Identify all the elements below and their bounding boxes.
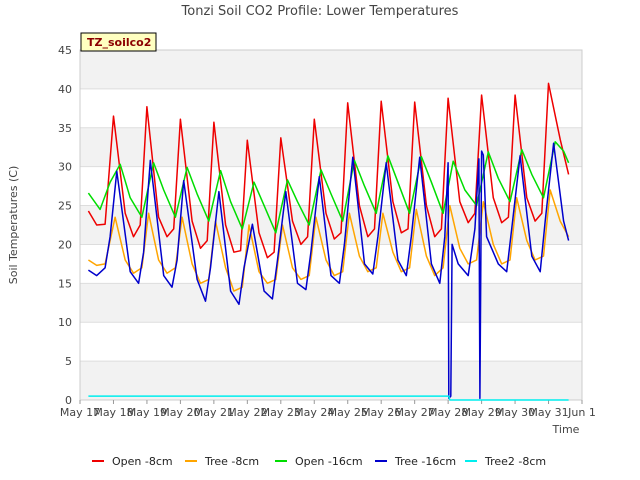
plot-band: [80, 50, 582, 89]
y-axis-title: Soil Temperatures (C): [7, 166, 20, 285]
y-tick-label: 15: [58, 277, 72, 290]
series-line-tree2-8cm: [88, 395, 569, 401]
x-tick-label: May 24: [294, 406, 334, 419]
y-tick-label: 10: [58, 316, 72, 329]
legend-label-tree2-8cm: Tree2 -8cm: [484, 455, 546, 468]
y-tick-label: 35: [58, 122, 72, 135]
series-layer: [87, 82, 570, 401]
series-line-open-8cm: [87, 82, 570, 259]
legend-label-open-16cm: Open -16cm: [295, 455, 363, 468]
y-tick-label: 5: [65, 355, 72, 368]
x-tick-label: May 26: [361, 406, 401, 419]
site-badge: TZ_soilco2: [80, 32, 157, 52]
y-axis-ticks: 0 5 10 15 20 25 30 35 40 45: [58, 44, 72, 407]
y-tick-label: 0: [65, 394, 72, 407]
y-tick-label: 45: [58, 44, 72, 57]
series-line-open-16cm: [87, 141, 570, 234]
legend: Open -8cm Tree -8cm Open -16cm Tree -16cm Tr…: [92, 455, 546, 468]
x-tick-label: May 20: [160, 406, 200, 419]
legend-label-tree-8cm: Tree -8cm: [204, 455, 259, 468]
x-tick-label: Jun 1: [567, 406, 596, 419]
plot-band: [80, 127, 582, 167]
x-tick-label: May 19: [127, 406, 167, 419]
plot-frame: [79, 49, 583, 401]
plot-band: [80, 205, 582, 245]
x-tick-label: May 31: [528, 406, 568, 419]
y-tick-label: 20: [58, 238, 72, 251]
chart-title: Tonzi Soil CO2 Profile: Lower Temperatur…: [181, 4, 459, 19]
x-axis-title: Time: [552, 423, 580, 436]
series-line-tree-16cm: [87, 142, 570, 400]
plot-band: [80, 283, 582, 323]
x-tick-label: May 30: [495, 406, 535, 419]
x-tick-label: May 23: [261, 406, 301, 419]
x-tick-label: May 29: [461, 406, 501, 419]
plot-band: [80, 361, 582, 400]
legend-label-open-8cm: Open -8cm: [112, 455, 173, 468]
x-tick-label: May 28: [428, 406, 468, 419]
y-tick-label: 25: [58, 200, 72, 213]
x-tick-label: May 18: [93, 406, 133, 419]
site-badge-box: [80, 32, 157, 52]
plot-background-bands: [80, 50, 582, 400]
x-tick-label: May 25: [328, 406, 368, 419]
legend-label-tree-16cm: Tree -16cm: [394, 455, 456, 468]
y-tick-label: 40: [58, 83, 72, 96]
x-tick-label: May 27: [395, 406, 435, 419]
y-tick-label: 30: [58, 161, 72, 174]
x-tick-label: May 22: [227, 406, 267, 419]
x-tick-label: May 17: [60, 406, 100, 419]
site-badge-label: TZ_soilco2: [87, 36, 151, 49]
x-tick-label: May 21: [194, 406, 234, 419]
